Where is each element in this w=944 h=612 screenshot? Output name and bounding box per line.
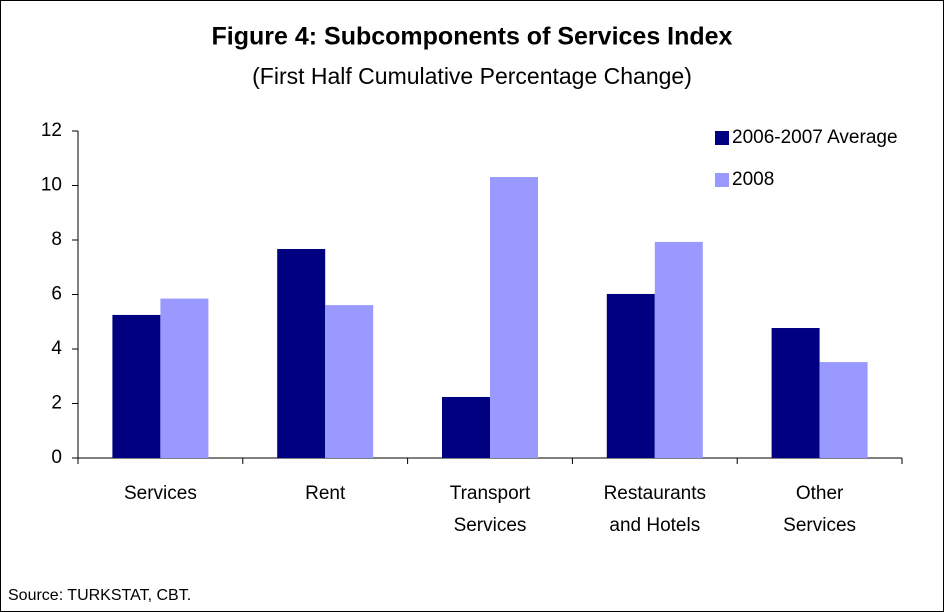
legend-label: 2008 (732, 169, 774, 190)
source-note: Source: TURKSTAT, CBT. (8, 587, 191, 604)
y-tick-label: 4 (51, 338, 62, 359)
y-tick-label: 8 (51, 229, 62, 250)
chart-title: Figure 4: Subcomponents of Services Inde… (212, 23, 733, 51)
y-tick-label: 12 (41, 120, 62, 141)
x-tick-label-line: Services (124, 483, 197, 504)
y-tick-label: 10 (41, 175, 62, 196)
x-tick-label-line: Other (796, 483, 844, 504)
x-tick-label-line: Services (454, 515, 527, 536)
x-tick-label: Services (124, 483, 197, 504)
y-tick-label: 0 (51, 447, 62, 468)
bar (771, 328, 820, 458)
chart-subtitle: (First Half Cumulative Percentage Change… (252, 63, 692, 89)
legend-label: 2006-2007 Average (732, 127, 898, 148)
y-tick-label: 6 (51, 284, 62, 305)
bar (277, 248, 326, 458)
bar (442, 396, 490, 458)
bar (325, 305, 374, 458)
legend-swatch (715, 173, 729, 187)
x-tick-label: Transport Services (450, 483, 531, 536)
x-tick-label: Restaurants and Hotels (604, 483, 706, 536)
bar (490, 177, 538, 459)
x-tick-label-line: Restaurants (604, 483, 706, 504)
x-tick-label-line: Services (783, 515, 856, 536)
bar (819, 362, 868, 458)
y-tick-label: 2 (51, 393, 62, 414)
bar (654, 241, 703, 458)
x-tick-label-line: Rent (305, 483, 346, 504)
x-tick-label-line: and Hotels (609, 515, 700, 536)
legend-swatch (715, 131, 729, 145)
x-tick-label: Rent (305, 483, 346, 504)
x-tick-label: Other Services (783, 483, 856, 536)
bar (112, 314, 161, 458)
bar (606, 293, 655, 458)
bar (160, 298, 209, 458)
x-tick-label-line: Transport (450, 483, 531, 504)
